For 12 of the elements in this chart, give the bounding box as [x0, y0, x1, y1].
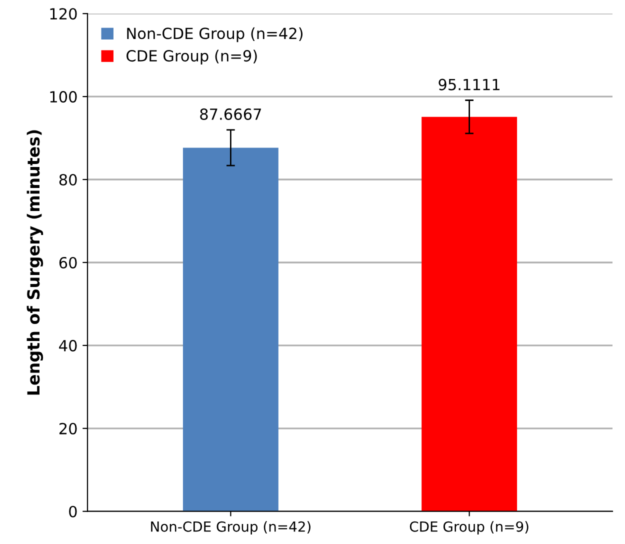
y-tick-label: 80 [59, 174, 77, 186]
data-label: 95.1111 [438, 78, 500, 90]
y-tick-label: 0 [69, 506, 77, 518]
y-tick-label: 60 [59, 256, 77, 268]
legend-label: Non-CDE Group (n=42) [127, 27, 302, 42]
y-tick-label: 120 [50, 8, 77, 20]
y-tick-label: 100 [50, 91, 77, 103]
y-tick-label: 20 [59, 422, 77, 434]
legend-label: CDE Group (n=9) [126, 50, 257, 65]
data-label: 87.6667 [200, 108, 261, 120]
y-tick-label: 40 [59, 340, 77, 352]
y-axis-title: Length of Surgery (minutes) [26, 130, 44, 395]
